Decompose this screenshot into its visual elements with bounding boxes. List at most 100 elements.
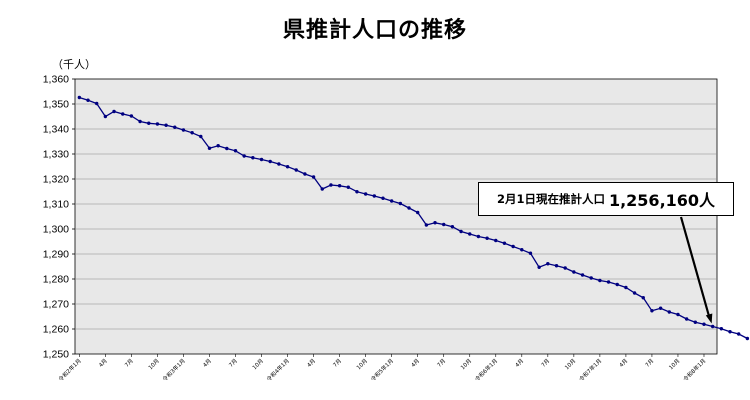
- data-point: [511, 244, 515, 249]
- data-point: [121, 112, 125, 116]
- x-tick-label: 10月: [668, 357, 682, 371]
- callout-arrow-line: [679, 216, 711, 319]
- data-point: [346, 185, 350, 189]
- data-point: [650, 309, 654, 313]
- data-point: [546, 262, 550, 266]
- data-point: [415, 210, 420, 215]
- x-tick-label: 令和6年1月: [473, 357, 499, 383]
- data-point: [615, 282, 619, 287]
- x-tick-label: 7月: [228, 357, 239, 368]
- x-tick-label: 令和8年1月: [681, 357, 707, 383]
- callout-arrow-head: [705, 313, 713, 324]
- data-point: [554, 264, 559, 268]
- data-point: [728, 330, 732, 334]
- x-tick-label: 7月: [436, 357, 447, 368]
- x-tick-label: 4月: [306, 357, 317, 368]
- x-tick-label: 10月: [563, 357, 577, 371]
- data-point: [589, 276, 593, 280]
- x-tick-label: 4月: [618, 357, 629, 368]
- data-point: [372, 194, 377, 198]
- data-point: [502, 241, 507, 245]
- data-point: [363, 192, 368, 196]
- data-point: [129, 114, 134, 118]
- x-tick-label: 令和4年1月: [265, 357, 291, 383]
- y-tick-label: 1,350: [43, 99, 69, 111]
- x-tick-label: 10月: [147, 357, 161, 371]
- data-point: [693, 320, 698, 324]
- x-tick-label: 4月: [514, 357, 525, 368]
- data-point: [702, 322, 706, 326]
- data-point: [94, 101, 99, 106]
- data-point: [285, 165, 290, 169]
- x-tick-label: 4月: [202, 357, 213, 368]
- data-point: [277, 162, 281, 166]
- x-tick-label: 7月: [644, 357, 655, 368]
- data-point: [233, 149, 238, 153]
- x-tick-label: 4月: [97, 357, 108, 368]
- data-point: [138, 119, 142, 124]
- data-point: [580, 273, 585, 277]
- data-point: [572, 270, 576, 274]
- chart-title: 県推計人口の推移: [282, 18, 467, 43]
- data-point: [294, 168, 298, 172]
- data-point: [173, 125, 177, 129]
- plot-area: [74, 78, 718, 355]
- data-point: [632, 291, 637, 295]
- data-point: [320, 187, 324, 191]
- x-tick-label: 令和7年1月: [577, 357, 603, 383]
- data-point: [424, 223, 429, 227]
- x-tick-label: 令和5年1月: [369, 357, 395, 383]
- x-tick-label: 10月: [459, 357, 473, 371]
- data-point: [216, 144, 220, 148]
- y-tick-label: 1,280: [43, 274, 69, 286]
- data-point: [736, 332, 741, 336]
- data-point: [259, 157, 264, 162]
- y-tick-label: 1,270: [43, 299, 69, 311]
- data-point: [676, 312, 680, 317]
- current-population-callout: 2月1日現在推計人口 1,256,160人: [478, 182, 734, 216]
- y-tick-label: 1,330: [43, 149, 69, 161]
- data-point: [606, 280, 611, 284]
- y-tick-label: 1,340: [43, 124, 69, 136]
- x-tick-label: 10月: [355, 357, 369, 371]
- x-tick-label: 7月: [540, 357, 551, 368]
- x-tick-label: 4月: [410, 357, 421, 368]
- data-point: [520, 248, 524, 252]
- data-point: [199, 134, 203, 139]
- data-point: [155, 122, 160, 126]
- data-point: [329, 183, 333, 187]
- data-point: [433, 221, 437, 225]
- data-point: [86, 98, 90, 102]
- data-point: [251, 156, 255, 160]
- callout-label: 2月1日現在推計人口: [496, 192, 605, 206]
- data-point: [398, 201, 403, 206]
- data-point: [190, 131, 194, 135]
- data-point: [311, 175, 316, 179]
- callout-value: 1,256,160人: [608, 191, 716, 210]
- data-point: [389, 199, 394, 203]
- y-axis-unit: （千人）: [52, 58, 96, 71]
- data-point: [442, 222, 446, 227]
- data-point: [598, 278, 602, 283]
- data-point: [528, 251, 533, 255]
- data-point: [103, 114, 108, 119]
- data-point: [112, 109, 116, 114]
- x-tick-label: 10月: [251, 357, 265, 371]
- data-point: [181, 128, 186, 132]
- x-tick-label: 7月: [332, 357, 343, 368]
- x-tick-label: 令和3年1月: [161, 357, 187, 383]
- data-point: [242, 154, 246, 158]
- y-tick-label: 1,320: [43, 174, 69, 186]
- y-tick-label: 1,300: [43, 224, 69, 236]
- data-point: [450, 225, 455, 229]
- data-point: [719, 327, 724, 331]
- data-point: [459, 229, 463, 234]
- data-point: [303, 172, 307, 176]
- data-point: [381, 196, 385, 200]
- y-tick-label: 1,360: [43, 74, 69, 86]
- data-point: [710, 324, 715, 329]
- data-point: [563, 266, 567, 270]
- data-point: [641, 296, 645, 300]
- data-point: [476, 234, 481, 239]
